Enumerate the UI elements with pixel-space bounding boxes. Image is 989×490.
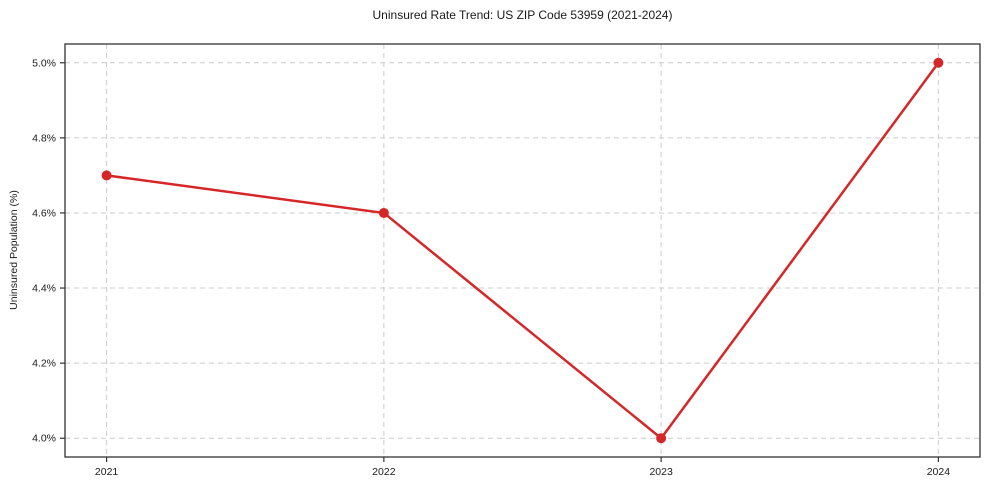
y-tick-label: 4.4% xyxy=(32,283,56,295)
x-tick-label: 2021 xyxy=(95,466,119,478)
data-point xyxy=(101,170,112,181)
x-tick-label: 2022 xyxy=(372,466,396,478)
data-point xyxy=(656,433,667,444)
x-tick-label: 2023 xyxy=(649,466,673,478)
chart-title: Uninsured Rate Trend: US ZIP Code 53959 … xyxy=(372,8,673,22)
y-tick-label: 4.6% xyxy=(32,207,56,219)
y-tick-label: 4.8% xyxy=(32,132,56,144)
y-tick-label: 5.0% xyxy=(32,57,56,69)
y-tick-label: 4.2% xyxy=(32,358,56,370)
y-tick-label: 4.0% xyxy=(32,433,56,445)
data-point xyxy=(378,207,389,218)
x-tick-label: 2024 xyxy=(927,466,951,478)
plot-frame xyxy=(64,43,981,458)
data-point xyxy=(933,57,944,68)
trend-line xyxy=(105,61,940,440)
